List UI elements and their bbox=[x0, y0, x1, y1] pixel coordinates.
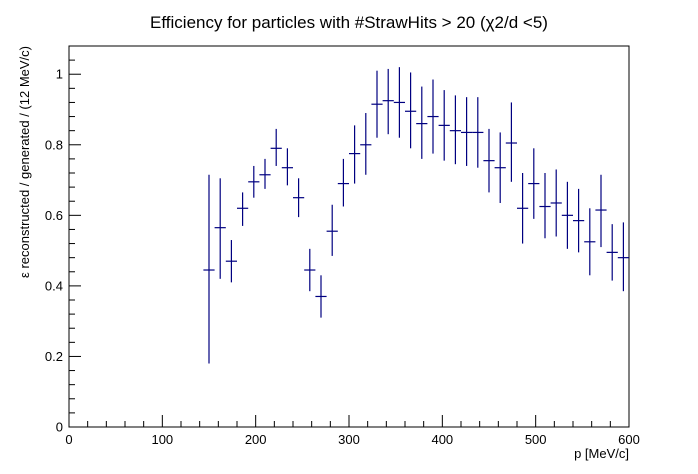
data-point bbox=[561, 181, 573, 249]
data-point bbox=[382, 68, 394, 135]
y-tick-label: 0.2 bbox=[45, 349, 63, 364]
y-tick-label: 1 bbox=[56, 67, 63, 82]
data-point bbox=[304, 248, 316, 292]
y-axis-label: ε reconstructed / generated / (12 MeV/c) bbox=[17, 46, 32, 278]
x-tick-label: 0 bbox=[65, 432, 72, 447]
data-point bbox=[584, 208, 596, 276]
data-point bbox=[371, 70, 383, 138]
data-point bbox=[259, 158, 271, 189]
data-point bbox=[315, 275, 327, 318]
data-point bbox=[595, 174, 607, 248]
data-point bbox=[617, 222, 629, 292]
chart-title: Efficiency for particles with #StrawHits… bbox=[150, 13, 548, 32]
y-tick-label: 0.8 bbox=[45, 137, 63, 152]
x-tick-label: 100 bbox=[151, 432, 173, 447]
data-point bbox=[494, 132, 506, 203]
data-point bbox=[214, 178, 226, 279]
x-tick-label: 300 bbox=[338, 432, 360, 447]
x-axis-label: p [MeV/c] bbox=[574, 446, 629, 461]
data-point bbox=[203, 174, 215, 364]
data-point bbox=[416, 86, 428, 159]
x-axis-ticks: 0 100 200 300 400 500 600 bbox=[65, 415, 640, 447]
data-point bbox=[606, 224, 618, 281]
data-point bbox=[237, 192, 249, 226]
data-point bbox=[360, 113, 372, 175]
y-tick-label: 0.4 bbox=[45, 278, 63, 293]
data-point bbox=[528, 148, 540, 219]
y-tick-label: 0.6 bbox=[45, 208, 63, 223]
x-tick-label: 400 bbox=[431, 432, 453, 447]
data-point bbox=[483, 128, 495, 193]
data-point bbox=[293, 178, 305, 218]
data-point bbox=[550, 169, 562, 237]
data-point bbox=[337, 158, 349, 207]
x-tick-label: 500 bbox=[525, 432, 547, 447]
data-point bbox=[405, 72, 417, 149]
data-point bbox=[472, 97, 484, 168]
data-point bbox=[573, 188, 585, 253]
data-point bbox=[270, 128, 282, 166]
data-points bbox=[203, 67, 629, 364]
y-tick-label: 0 bbox=[56, 420, 63, 435]
data-point bbox=[349, 125, 361, 184]
data-point bbox=[427, 79, 439, 154]
data-point bbox=[225, 240, 237, 283]
data-point bbox=[505, 102, 517, 182]
data-point bbox=[281, 148, 293, 186]
data-point bbox=[449, 95, 461, 165]
data-point bbox=[539, 173, 551, 239]
x-tick-label: 200 bbox=[245, 432, 267, 447]
data-point bbox=[461, 97, 473, 166]
x-tick-label: 600 bbox=[618, 432, 640, 447]
y-axis-ticks: 0 0.2 0.4 0.6 0.8 1 bbox=[45, 45, 81, 435]
data-point bbox=[393, 67, 405, 138]
data-point bbox=[517, 173, 529, 244]
data-point bbox=[438, 90, 450, 161]
data-point bbox=[248, 165, 260, 198]
data-point bbox=[326, 204, 338, 256]
